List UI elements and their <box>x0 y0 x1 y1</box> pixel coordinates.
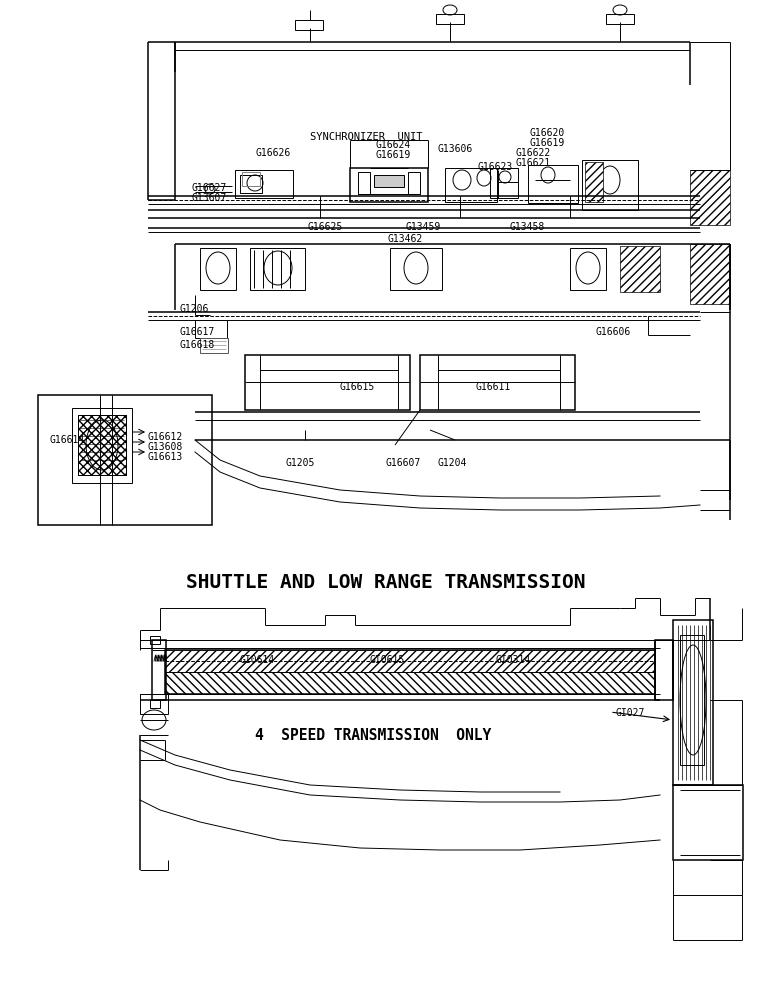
Text: SYNCHRONIZER  UNIT: SYNCHRONIZER UNIT <box>310 132 422 142</box>
Text: G1204: G1204 <box>438 458 467 468</box>
Text: 4  SPEED TRANSMISSION  ONLY: 4 SPEED TRANSMISSION ONLY <box>255 728 491 742</box>
Bar <box>350 168 428 202</box>
Bar <box>408 172 420 194</box>
Text: G16625: G16625 <box>308 222 344 232</box>
Bar <box>295 20 323 30</box>
Bar <box>250 248 305 290</box>
Bar <box>78 415 126 475</box>
Text: GI0614: GI0614 <box>240 655 276 665</box>
Text: G16606: G16606 <box>596 327 631 337</box>
Bar <box>673 620 713 785</box>
Text: GI0314: GI0314 <box>495 655 530 665</box>
Bar <box>38 395 212 525</box>
Text: G16619: G16619 <box>375 150 410 160</box>
Text: G16613: G16613 <box>148 452 183 462</box>
Text: G16626: G16626 <box>255 148 290 158</box>
Text: G16615: G16615 <box>340 382 375 392</box>
Text: G13608: G13608 <box>148 442 183 452</box>
Text: G16627: G16627 <box>192 183 227 193</box>
Bar <box>165 650 655 694</box>
Text: G16620: G16620 <box>530 128 565 138</box>
Text: G13607: G13607 <box>192 193 227 203</box>
Bar <box>436 14 464 24</box>
Bar <box>606 14 634 24</box>
Bar <box>490 168 518 198</box>
Text: G16612: G16612 <box>148 432 183 442</box>
Bar <box>165 672 655 694</box>
Text: G13462: G13462 <box>388 234 423 244</box>
Text: G13606: G13606 <box>438 144 473 154</box>
Text: G16617: G16617 <box>180 327 215 337</box>
Bar <box>620 246 660 292</box>
Bar <box>140 694 168 714</box>
Text: G16621: G16621 <box>516 158 551 168</box>
Bar <box>150 700 160 708</box>
Bar <box>150 636 160 644</box>
Text: G13458: G13458 <box>510 222 545 232</box>
Bar <box>78 415 126 475</box>
Text: G16607: G16607 <box>385 458 420 468</box>
Text: GI0615: GI0615 <box>370 655 405 665</box>
Bar <box>72 408 132 483</box>
Bar <box>235 170 293 198</box>
Bar <box>245 355 410 410</box>
Bar <box>195 320 227 338</box>
Bar <box>445 168 497 202</box>
Bar <box>690 170 730 225</box>
Text: GI027: GI027 <box>615 708 645 718</box>
Bar <box>582 160 638 210</box>
Bar <box>655 640 673 700</box>
Bar <box>152 640 166 700</box>
Text: G16622: G16622 <box>516 148 551 158</box>
Text: SHUTTLE AND LOW RANGE TRANSMISSION: SHUTTLE AND LOW RANGE TRANSMISSION <box>186 572 586 591</box>
Bar <box>680 635 704 765</box>
Bar <box>200 338 228 353</box>
Bar <box>358 172 370 194</box>
Bar <box>585 162 603 202</box>
Text: G16619: G16619 <box>530 138 565 148</box>
Bar <box>390 248 442 290</box>
Text: G16618: G16618 <box>180 340 215 350</box>
Text: G1206: G1206 <box>180 304 209 314</box>
Text: G16624: G16624 <box>375 140 410 150</box>
Bar <box>242 172 260 186</box>
Text: G16623: G16623 <box>478 162 513 172</box>
Bar <box>420 355 575 410</box>
Bar <box>200 248 236 290</box>
Bar <box>673 785 743 860</box>
Text: G16614: G16614 <box>50 435 85 445</box>
Text: G13459: G13459 <box>405 222 440 232</box>
Bar <box>374 175 404 187</box>
Bar <box>165 650 655 672</box>
Bar <box>240 175 262 193</box>
Bar <box>528 165 578 203</box>
Bar <box>570 248 606 290</box>
Text: G16611: G16611 <box>476 382 511 392</box>
Text: G1205: G1205 <box>285 458 314 468</box>
Bar <box>690 244 730 304</box>
